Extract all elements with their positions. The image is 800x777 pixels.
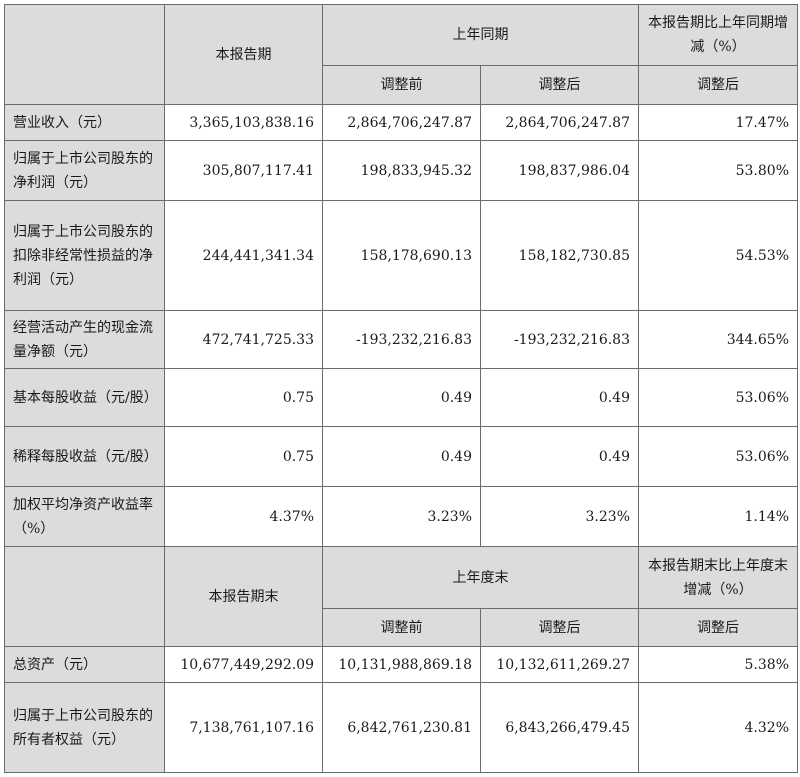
subheader-after-adjustment: 调整后 [480,608,639,647]
row-label: 经营活动产生的现金流量净额（元） [4,310,165,369]
table-row: 归属于上市公司股东的净利润（元） 305,807,117.41 198,833,… [4,140,798,201]
subheader-row: 调整前 调整后 调整后 [5,608,798,647]
row-label: 归属于上市公司股东的净利润（元） [4,140,165,201]
change-value: 53.06% [638,368,798,427]
table-row: 稀释每股收益（元/股） 0.75 0.49 0.49 53.06% [4,426,798,487]
after-adjustment-value: 10,132,611,269.27 [480,646,639,683]
row-label: 基本每股收益（元/股） [4,368,165,427]
current-value: 305,807,117.41 [164,140,323,201]
subheader-before-adjustment: 调整前 [322,65,481,105]
row-label: 加权平均净资产收益率（%） [4,486,165,547]
after-adjustment-value: 3.23% [480,486,639,547]
after-adjustment-value: 198,837,986.04 [480,140,639,201]
after-adjustment-value: 158,182,730.85 [480,200,639,311]
header-change: 本报告期末比上年度末增减（%） [638,546,798,609]
change-value: 54.53% [638,200,798,311]
before-adjustment-value: 6,842,761,230.81 [322,682,481,773]
before-adjustment-value: 0.49 [322,426,481,487]
table-row: 经营活动产生的现金流量净额（元） 472,741,725.33 -193,232… [4,310,798,369]
header-row: 本报告期末 上年度末 本报告期末比上年度末增减（%） [4,546,798,647]
current-value: 0.75 [164,368,323,427]
subheader-after-adjustment: 调整后 [480,65,639,105]
change-value: 5.38% [638,646,798,683]
financial-summary-table: 本报告期 上年同期 本报告期比上年同期增减（%） 调整前 调整后 调整后 营业收… [4,4,798,773]
after-adjustment-value: 2,864,706,247.87 [480,104,639,141]
change-value: 344.65% [638,310,798,369]
after-adjustment-value: 6,843,266,479.45 [480,682,639,773]
before-adjustment-value: 198,833,945.32 [322,140,481,201]
table-row: 基本每股收益（元/股） 0.75 0.49 0.49 53.06% [4,368,798,427]
current-value: 4.37% [164,486,323,547]
row-label: 总资产（元） [4,646,165,683]
table-row: 总资产（元） 10,677,449,292.09 10,131,988,869.… [4,646,798,683]
header-blank-cell [4,4,165,105]
before-adjustment-value: 2,864,706,247.87 [322,104,481,141]
current-value: 7,138,761,107.16 [164,682,323,773]
change-value: 53.80% [638,140,798,201]
header-row: 本报告期 上年同期 本报告期比上年同期增减（%） [4,4,798,105]
change-value: 53.06% [638,426,798,487]
subheader-change-after-adjustment: 调整后 [638,608,798,647]
after-adjustment-value: 0.49 [480,426,639,487]
header-blank-cell [4,546,165,647]
subheader-before-adjustment: 调整前 [322,608,481,647]
row-label: 营业收入（元） [4,104,165,141]
subheader-row: 调整前 调整后 调整后 [5,65,798,105]
current-value: 244,441,341.34 [164,200,323,311]
table-row: 归属于上市公司股东的所有者权益（元） 7,138,761,107.16 6,84… [4,682,798,773]
row-label: 归属于上市公司股东的所有者权益（元） [4,682,165,773]
current-value: 3,365,103,838.16 [164,104,323,141]
before-adjustment-value: 10,131,988,869.18 [322,646,481,683]
header-current-period: 本报告期 [164,4,323,105]
row-label: 归属于上市公司股东的扣除非经常性损益的净利润（元） [4,200,165,311]
header-prior-year-end: 上年度末 [322,546,639,609]
change-value: 17.47% [638,104,798,141]
table-row: 加权平均净资产收益率（%） 4.37% 3.23% 3.23% 1.14% [4,486,798,547]
row-label: 稀释每股收益（元/股） [4,426,165,487]
after-adjustment-value: -193,232,216.83 [480,310,639,369]
before-adjustment-value: 3.23% [322,486,481,547]
before-adjustment-value: -193,232,216.83 [322,310,481,369]
header-prior-period: 上年同期 [322,4,639,66]
current-value: 472,741,725.33 [164,310,323,369]
before-adjustment-value: 0.49 [322,368,481,427]
before-adjustment-value: 158,178,690.13 [322,200,481,311]
current-value: 10,677,449,292.09 [164,646,323,683]
after-adjustment-value: 0.49 [480,368,639,427]
header-period-end: 本报告期末 [164,546,323,647]
current-value: 0.75 [164,426,323,487]
header-change: 本报告期比上年同期增减（%） [638,4,798,66]
table-row: 归属于上市公司股东的扣除非经常性损益的净利润（元） 244,441,341.34… [4,200,798,311]
change-value: 4.32% [638,682,798,773]
change-value: 1.14% [638,486,798,547]
table-row: 营业收入（元） 3,365,103,838.16 2,864,706,247.8… [4,104,798,141]
subheader-change-after-adjustment: 调整后 [638,65,798,105]
